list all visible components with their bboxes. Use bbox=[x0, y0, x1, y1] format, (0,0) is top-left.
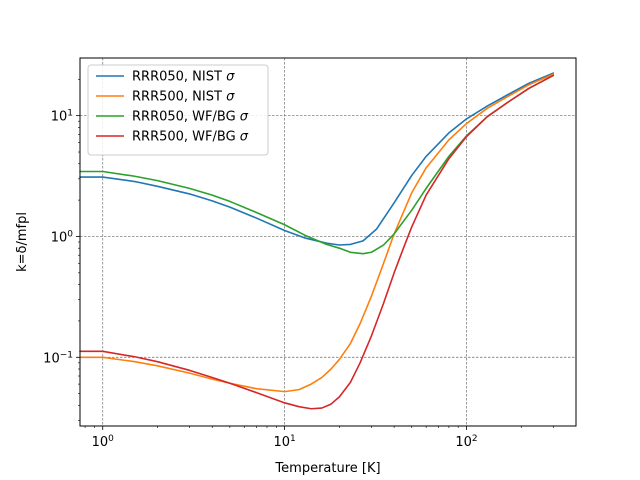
y-axis-label: k=δ/mfpl bbox=[15, 212, 30, 272]
x-tick-label: 101 bbox=[273, 434, 295, 450]
axis-ticks: 100 101 102 10−1 100 101 bbox=[43, 78, 554, 450]
x-axis-label: Temperature [K] bbox=[274, 461, 380, 476]
y-tick-label: 100 bbox=[51, 229, 74, 245]
legend-label-1: RRR050, NIST σ bbox=[132, 70, 235, 85]
series-line-4 bbox=[79, 74, 555, 410]
legend-label-4: RRR500, WF/BG σ bbox=[132, 130, 249, 145]
legend: RRR050, NIST σ RRR500, NIST σ RRR050, WF/B… bbox=[87, 64, 269, 156]
y-tick-label: 10−1 bbox=[43, 350, 73, 366]
x-tick-label: 100 bbox=[92, 434, 115, 450]
series-line-2 bbox=[79, 73, 555, 393]
y-tick-label: 101 bbox=[51, 109, 73, 125]
plot-lines bbox=[79, 72, 555, 410]
series-line-1 bbox=[79, 72, 555, 246]
legend-box bbox=[87, 64, 269, 156]
x-tick-label: 102 bbox=[455, 434, 477, 450]
legend-label-3: RRR050, WF/BG σ bbox=[132, 110, 249, 125]
legend-label-2: RRR500, NIST σ bbox=[132, 90, 235, 105]
